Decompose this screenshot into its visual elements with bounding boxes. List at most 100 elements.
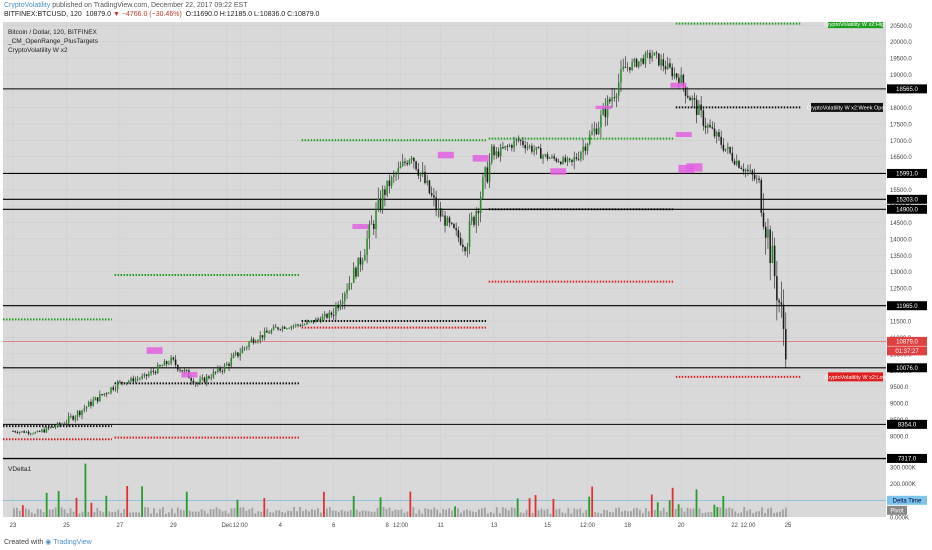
chart-svg[interactable]: 8000.08500.09000.09500.010000.010500.011… (3, 19, 929, 540)
symbol-text: BITFINEX:BTCUSD, 120 (4, 11, 82, 18)
candle-body (395, 173, 397, 175)
candle-body (388, 180, 391, 187)
volume-bar (656, 502, 659, 517)
candle-body (504, 146, 506, 149)
volume-bar (87, 511, 90, 517)
published-text: published on TradingView.com, December 2… (52, 2, 248, 9)
candle-body (337, 304, 339, 309)
candle-body (419, 172, 422, 176)
candle-body (286, 328, 288, 330)
candle-body (537, 147, 540, 149)
volume-bar (60, 507, 63, 517)
candle-body (312, 320, 315, 323)
x-tick-label: 22 (731, 523, 738, 529)
volume-bar (707, 512, 710, 517)
volume-bar (170, 508, 173, 517)
price-level-label: 14900.0 (896, 208, 918, 214)
countdown-tag (887, 346, 927, 356)
candle-body (319, 319, 322, 322)
candle-body (718, 132, 720, 137)
volume-bar (671, 487, 674, 517)
candle-body (99, 394, 101, 402)
volume-bar (370, 511, 373, 517)
candle-body (484, 167, 486, 178)
candle-body (279, 329, 282, 331)
candle-body (533, 150, 535, 152)
tradingview-link[interactable]: TradingView (53, 539, 92, 546)
volume-bar (463, 510, 465, 517)
price-level-label: 7317.0 (898, 457, 917, 463)
candle-body (221, 370, 224, 372)
volume-bar (331, 510, 334, 517)
candle-body (459, 237, 462, 245)
candle-body (297, 324, 299, 326)
volume-bar (352, 495, 355, 517)
candle-body (310, 320, 313, 322)
candle-body (502, 147, 504, 149)
x-tick-label: 6 (332, 523, 336, 529)
down-arrow-icon: ▼ (112, 11, 120, 18)
volume-bar (603, 509, 605, 517)
candle-body (116, 381, 119, 389)
volume-bar (135, 512, 138, 517)
volume-bar (320, 512, 322, 517)
volume-bar (415, 513, 418, 517)
candle-body (393, 174, 395, 178)
volume-bar (597, 512, 600, 517)
volume-bar (486, 513, 489, 517)
volume-bar (361, 510, 364, 517)
volume-bar (764, 513, 766, 517)
y-tick-label: 12500.0 (890, 287, 912, 293)
x-tick-label: 12:00 (740, 523, 756, 529)
volume-bar (779, 511, 781, 517)
volume-bar (317, 508, 319, 517)
candle-body (740, 167, 743, 170)
volume-bar (212, 509, 215, 517)
y-tick-label: 19500.0 (890, 57, 912, 63)
price-level-label: 15991.0 (896, 172, 918, 178)
volume-bar (141, 486, 143, 517)
price-change: −4766.0 (−30.46%) (121, 11, 182, 18)
volume-bar (123, 508, 126, 517)
candle-body (771, 245, 774, 264)
volume-bar (406, 511, 409, 517)
volume-bar (585, 509, 588, 517)
volume-bar (173, 513, 176, 517)
candle-body (259, 335, 261, 341)
volume-bar (522, 513, 525, 517)
candle-body (38, 431, 41, 432)
volume-bar (594, 512, 597, 517)
candle-body (172, 357, 175, 360)
volume-bar (78, 513, 81, 517)
candle-body (495, 151, 498, 156)
candle-body (782, 304, 785, 329)
volume-bar (57, 491, 60, 517)
candle-body (600, 114, 602, 128)
volume-bar (394, 509, 397, 517)
chart-area[interactable]: 8000.08500.09000.09500.010000.010500.011… (3, 19, 929, 540)
candle-body (720, 136, 722, 145)
author-link[interactable]: CryptoVolatility (4, 2, 51, 9)
candle-body (205, 376, 208, 383)
y-tick-label: 18000.0 (890, 106, 912, 112)
candle-body (488, 162, 491, 183)
candle-body (531, 145, 533, 152)
candle-body (519, 140, 522, 142)
y-tick-label: 13000.0 (890, 270, 912, 276)
candle-body (560, 161, 562, 165)
candle-body (85, 406, 88, 409)
volume-bar (287, 510, 290, 517)
volume-bar (188, 510, 191, 517)
candle-body (32, 433, 34, 435)
candle-body (348, 283, 351, 290)
candle-body (673, 73, 676, 77)
candle-body (691, 97, 694, 101)
volume-bar (731, 508, 734, 517)
price-level-label: 15203.0 (896, 198, 918, 204)
price-level-tag (887, 168, 927, 178)
candle-body (666, 63, 669, 70)
candle-body (47, 427, 50, 429)
volume-bar (644, 508, 647, 517)
candle-body (773, 245, 776, 277)
candle-body (90, 401, 92, 406)
